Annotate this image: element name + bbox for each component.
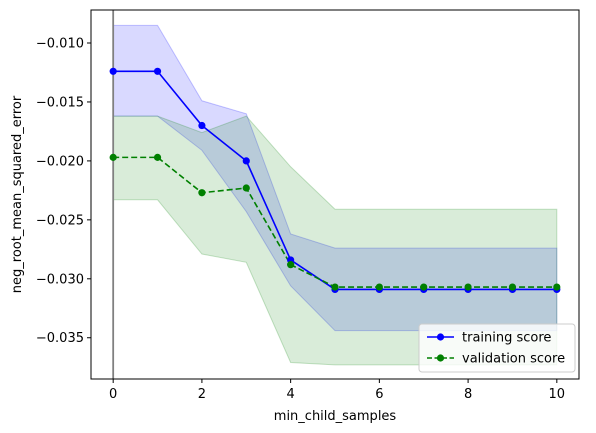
plot-frame [90,9,580,380]
training-score-point [153,67,162,75]
validation-score-point [464,283,472,291]
x-axis: 0 2 4 6 8 10 [109,379,565,402]
legend-box [418,323,576,373]
validation-score-point [287,261,295,269]
x-axis-label: min_child_samples [274,409,397,424]
validation-score-point [153,153,162,161]
legend-label-training: training score [462,331,551,346]
validation-score-point [420,283,428,291]
series-markers [109,67,561,294]
legend-label-validation: validation score [462,352,565,367]
x-tick-label: 2 [198,387,206,402]
training-score-point [198,121,206,130]
training-score-point [109,67,117,75]
legend: training score validation score [418,323,576,373]
x-tick-label: 8 [464,387,472,402]
validation-score-point [109,153,117,161]
y-tick-label: −0.035 [36,331,84,346]
validation-score-point [508,283,517,291]
validation-score-point [198,189,206,197]
validation-score-point [331,283,339,291]
validation-score-point [242,184,250,192]
x-tick-label: 0 [109,387,117,402]
x-tick-label: 10 [549,387,566,402]
y-tick-label: −0.025 [36,213,84,228]
legend-marker-validation [436,354,445,362]
training-score-point [242,157,250,165]
y-tick-label: −0.020 [36,154,84,169]
legend-marker-training [436,333,445,341]
y-tick-label: −0.015 [36,95,84,110]
y-axis-label: neg_root_mean_squared_error [10,95,25,293]
x-tick-label: 6 [375,387,383,402]
x-tick-label: 4 [286,387,294,402]
validation-score-point [553,283,561,291]
y-tick-label: −0.010 [36,37,84,52]
y-tick-label: −0.030 [36,272,84,287]
y-axis: −0.010 −0.015 −0.020 −0.025 −0.030 −0.035 [36,37,91,346]
validation-score-point [375,283,383,291]
